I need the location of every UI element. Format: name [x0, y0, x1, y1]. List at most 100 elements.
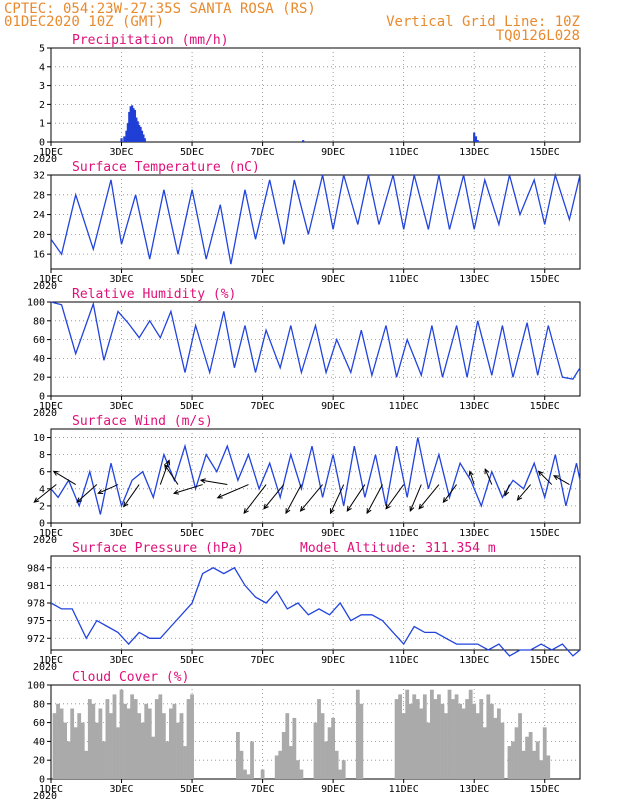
- cloud-cover-bar: [158, 694, 163, 779]
- precipitation-bar: [136, 121, 139, 142]
- precipitation-bar: [125, 130, 128, 142]
- cloud-cover-bar: [144, 703, 149, 779]
- precipitation-bar: [133, 110, 137, 142]
- cloud-cover-bar: [295, 760, 300, 779]
- cloud-cover-title: Cloud Cover (%): [72, 670, 189, 685]
- wind-vector: [538, 470, 553, 485]
- cloud-cover-bar: [186, 699, 191, 779]
- wind-vector-head: [468, 470, 474, 477]
- wind-ytick-label: 4: [39, 484, 45, 495]
- wind-vector: [442, 484, 457, 503]
- cloud-cover-bar: [525, 736, 529, 779]
- temperature-xtick-label: 11DEC: [389, 274, 419, 285]
- cloud-cover-bar: [243, 769, 247, 779]
- cloud-cover-bar: [444, 713, 448, 779]
- precipitation-bar: [474, 136, 478, 142]
- cloud-cover-bar: [116, 727, 120, 779]
- temperature-year-label: 2020: [33, 281, 57, 292]
- wind-vector-head: [409, 505, 415, 513]
- temperature-xtick-label: 7DEC: [251, 274, 275, 285]
- cloud-cover-ytick-label: 60: [33, 718, 45, 729]
- cloud-cover-bar: [535, 741, 540, 779]
- cloud-cover-bar: [109, 713, 113, 779]
- cloud-cover-bar: [183, 746, 187, 779]
- cloud-cover-bar: [66, 741, 71, 779]
- wind-xtick-label: 3DEC: [109, 528, 133, 539]
- cloud-cover-bar: [285, 713, 290, 779]
- cloud-cover-bar: [546, 755, 551, 779]
- cloud-cover-bar: [394, 699, 399, 779]
- precipitation-ytick-label: 2: [39, 100, 45, 111]
- cloud-cover-bar: [511, 741, 515, 779]
- wind-vector: [76, 484, 98, 503]
- wind-ytick-label: 0: [39, 519, 45, 530]
- temperature-panel: 16 20 24 28 32 1DEC 3DEC 5DEC 7DEC 9DEC 11DEC 13DEC…: [33, 160, 581, 292]
- cloud-cover-bar: [91, 703, 96, 779]
- cloud-cover-bar: [334, 750, 339, 779]
- cloud-cover-bar: [320, 713, 325, 779]
- cloud-cover-bar: [355, 689, 360, 779]
- precipitation-bar: [143, 138, 146, 142]
- cloud-cover-panel: 0 20 40 60 80 100 1DEC 3DEC 5DEC 7DEC 9DEC 11DEC 13D…: [27, 670, 581, 800]
- precipitation-xtick-label: 15DEC: [530, 147, 560, 158]
- wind-vector: [366, 484, 383, 514]
- wind-vector: [553, 475, 570, 485]
- wind-vector: [285, 484, 302, 514]
- cloud-cover-bar: [169, 708, 173, 779]
- header-model: TQ0126L028: [496, 28, 580, 44]
- precipitation-bar: [473, 132, 476, 142]
- wind-vector: [33, 484, 57, 503]
- cloud-cover-bar: [137, 713, 142, 779]
- temperature-ytick-label: 24: [33, 210, 45, 221]
- cloud-cover-xtick-label: 13DEC: [459, 784, 489, 795]
- wind-vector-head: [97, 489, 104, 495]
- wind-vector-head: [52, 470, 59, 476]
- wind-vector: [469, 471, 475, 485]
- cloud-cover-bar: [405, 689, 410, 779]
- precipitation-xtick-label: 13DEC: [459, 147, 489, 158]
- wind-panel: 0 2 4 6 8 10 1DEC 3DEC 5DEC 7DEC 9DEC 11DEC 13DEC 15D…: [33, 414, 581, 546]
- cloud-cover-xtick-label: 3DEC: [109, 784, 133, 795]
- wind-xtick-label: 11DEC: [389, 528, 419, 539]
- humidity-xtick-label: 7DEC: [251, 401, 275, 412]
- precipitation-xtick-label: 1DEC: [39, 147, 63, 158]
- cloud-cover-bar: [532, 750, 537, 779]
- cloud-cover-bar: [288, 746, 293, 779]
- cloud-cover-ytick-label: 20: [33, 756, 45, 767]
- precipitation-bar: [120, 138, 123, 142]
- wind-vector: [517, 484, 532, 501]
- cloud-cover-bar: [84, 750, 89, 779]
- cloud-cover-bar: [313, 722, 318, 779]
- cloud-cover-bar: [119, 689, 124, 779]
- cloud-cover-bar: [250, 741, 254, 779]
- cloud-cover-bar: [239, 750, 244, 779]
- temperature-xtick-label: 3DEC: [109, 274, 133, 285]
- humidity-ytick-label: 100: [27, 298, 45, 309]
- cloud-cover-bar: [486, 694, 491, 779]
- temperature-ytick-label: 20: [33, 230, 45, 241]
- wind-vector-head: [516, 494, 523, 501]
- cloud-cover-bar: [472, 703, 477, 779]
- cloud-cover-bar: [419, 708, 424, 779]
- cloud-cover-ytick-label: 0: [39, 775, 45, 786]
- wind-vector-head: [346, 505, 352, 512]
- cloud-cover-bar: [493, 717, 498, 779]
- wind-vector: [346, 484, 366, 512]
- wind-vector-head: [385, 503, 391, 510]
- cloud-cover-bar: [281, 732, 286, 779]
- wind-ytick-label: 8: [39, 450, 45, 461]
- pressure-ytick-label: 981: [27, 581, 45, 592]
- humidity-ytick-label: 20: [33, 373, 45, 384]
- cloud-cover-bar: [147, 708, 152, 779]
- wind-vector-head: [442, 497, 449, 504]
- cloud-cover-bar: [496, 708, 501, 779]
- precipitation-ytick-label: 3: [39, 81, 45, 92]
- humidity-xtick-label: 13DEC: [459, 401, 489, 412]
- cloud-cover-xtick-label: 11DEC: [389, 784, 419, 795]
- wind-vector: [159, 460, 170, 485]
- cloud-cover-bar: [63, 722, 68, 779]
- wind-vector-head: [418, 503, 424, 510]
- wind-vector-head: [216, 493, 223, 499]
- cloud-cover-bar: [172, 703, 177, 779]
- precipitation-xtick-label: 7DEC: [251, 147, 275, 158]
